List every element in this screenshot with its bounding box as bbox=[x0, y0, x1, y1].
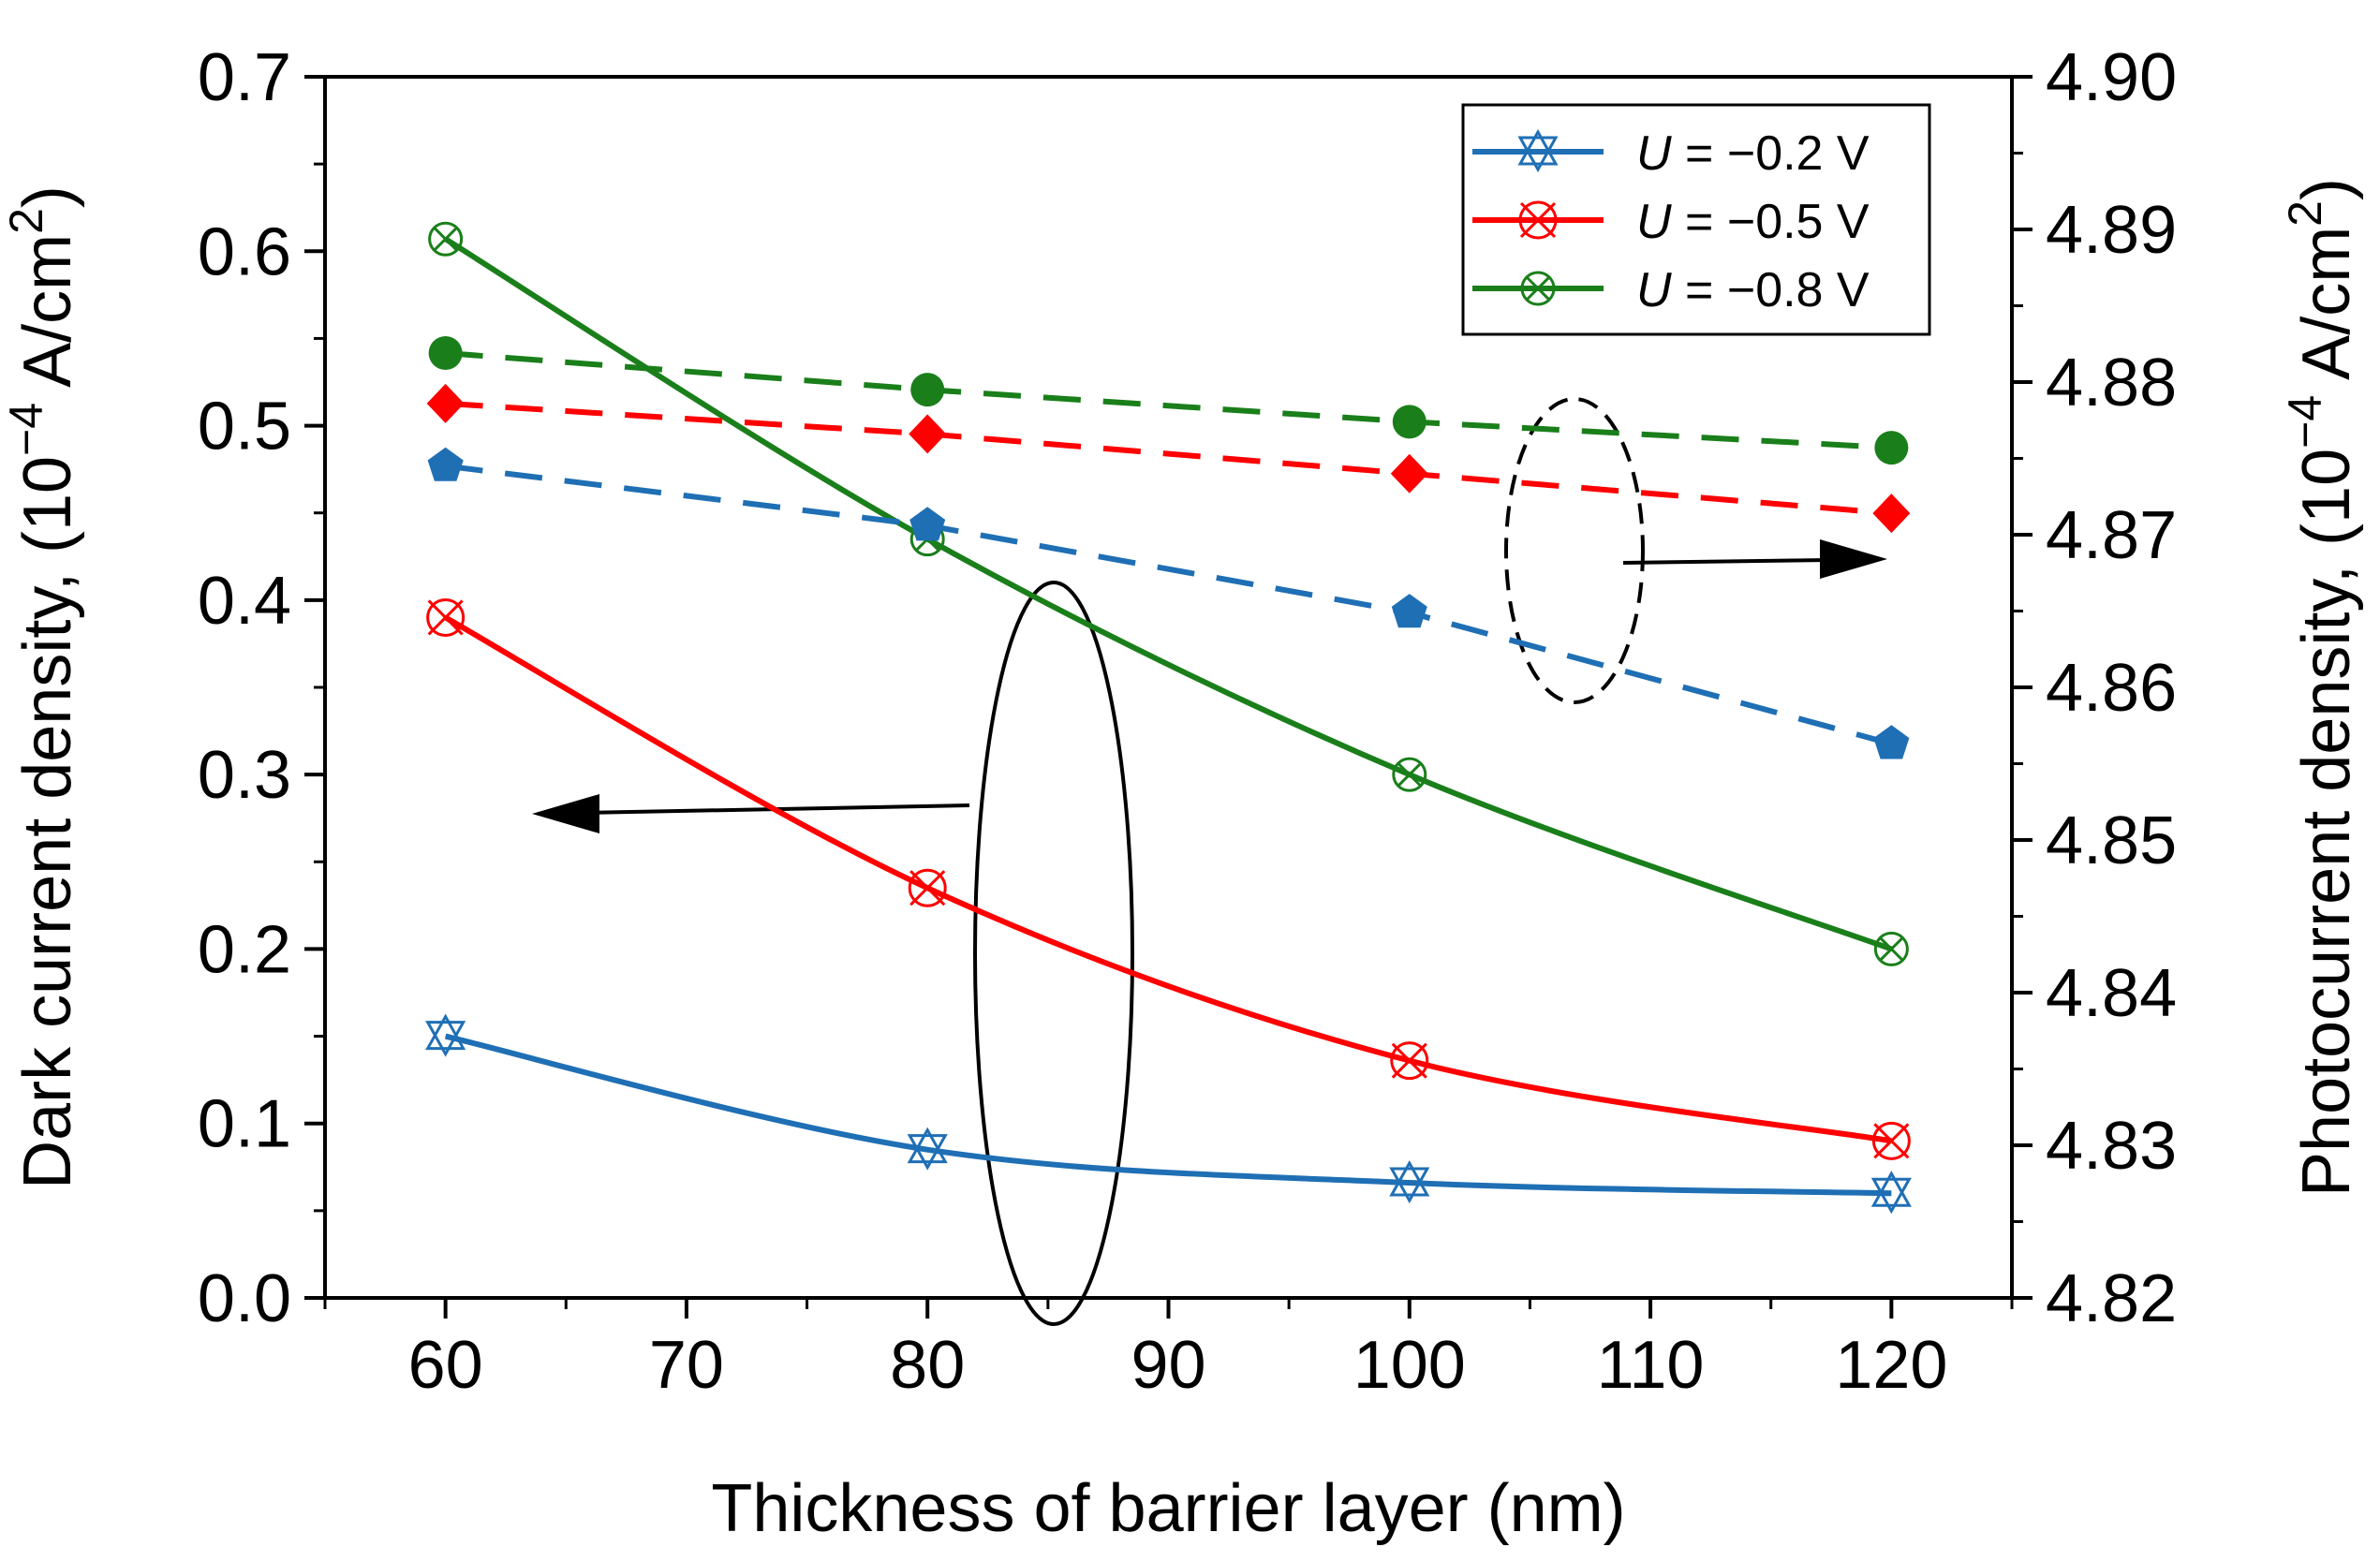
x-axis-title: Thickness of barrier layer (nm) bbox=[711, 1471, 1625, 1546]
data-point-dark-current-1f6fb5 bbox=[425, 1013, 466, 1057]
left-tick-label: 0.1 bbox=[198, 1087, 291, 1162]
annotations bbox=[532, 397, 1887, 1326]
x-tick-label: 70 bbox=[649, 1328, 724, 1403]
x-tick-label: 90 bbox=[1131, 1328, 1205, 1403]
x-tick-label: 120 bbox=[1835, 1328, 1947, 1403]
annotation-arrow-right-line bbox=[1622, 558, 1832, 565]
data-point-dark-current-ff0000 bbox=[426, 597, 466, 637]
data-point-photocurrent-1a7f1a bbox=[910, 373, 945, 407]
data-point-dark-current-1f6fb5 bbox=[1389, 1159, 1430, 1204]
x-tick-label: 80 bbox=[890, 1328, 965, 1403]
right-tick-label: 4.90 bbox=[2046, 40, 2177, 115]
data-point-dark-current-ff0000 bbox=[1390, 1041, 1429, 1081]
right-tick-label: 4.82 bbox=[2046, 1261, 2177, 1336]
right-tick-label: 4.84 bbox=[2046, 956, 2177, 1031]
legend: U = −0.2 V U = −0.5 V U = −0.8 V bbox=[1461, 103, 1931, 336]
right-tick-label: 4.87 bbox=[2046, 498, 2177, 573]
legend-marker bbox=[1517, 128, 1559, 173]
left-tick-label: 0.0 bbox=[198, 1261, 291, 1336]
legend-label: U = −0.5 V bbox=[1636, 195, 1870, 249]
annotation-arrow-right-head bbox=[1820, 539, 1887, 579]
data-point-dark-current-1a7f1a bbox=[1392, 757, 1427, 792]
right-tick-label: 4.89 bbox=[2046, 193, 2177, 268]
right-axis-title: Photocurrent density, (10−4 A/cm2) bbox=[2279, 178, 2364, 1197]
legend-marker bbox=[1520, 271, 1556, 306]
right-tick-label: 4.88 bbox=[2046, 346, 2177, 420]
x-tick-label: 100 bbox=[1353, 1328, 1466, 1403]
left-tick-label: 0.2 bbox=[198, 912, 291, 987]
series-line-photocurrent-ff0000 bbox=[445, 400, 1892, 517]
data-point-photocurrent-1f6fb5 bbox=[909, 507, 946, 541]
legend-label: U = −0.8 V bbox=[1636, 263, 1870, 317]
left-axis-title: Dark current density, (10−4 A/cm2) bbox=[0, 185, 85, 1189]
data-point-photocurrent-ff0000 bbox=[1872, 494, 1911, 534]
data-point-photocurrent-1f6fb5 bbox=[1391, 594, 1427, 628]
data-point-photocurrent-ff0000 bbox=[1390, 453, 1428, 494]
data-point-dark-current-1a7f1a bbox=[1873, 931, 1909, 966]
data-point-photocurrent-1a7f1a bbox=[1874, 431, 1909, 465]
annotation-arrow-left-head bbox=[532, 794, 599, 833]
left-tick-label: 0.6 bbox=[198, 214, 291, 289]
data-point-photocurrent-ff0000 bbox=[909, 414, 947, 454]
data-point-dark-current-1f6fb5 bbox=[907, 1127, 948, 1171]
right-tick-label: 4.85 bbox=[2046, 803, 2177, 878]
x-tick-label: 60 bbox=[408, 1328, 483, 1403]
series-line-photocurrent-1f6fb5 bbox=[445, 463, 1893, 747]
data-point-dark-current-ff0000 bbox=[1871, 1121, 1911, 1160]
data-point-dark-current-ff0000 bbox=[908, 868, 947, 907]
left-tick-label: 0.7 bbox=[198, 40, 291, 115]
axis-labels: 60 70 80 90 100 110 120 0.0 0.1 0.2 0.3 0.4 0.5 0.6 0.… bbox=[0, 40, 2364, 1546]
left-tick-label: 0.4 bbox=[198, 564, 291, 639]
plot-frame bbox=[304, 75, 2033, 1319]
left-tick-label: 0.3 bbox=[198, 738, 291, 813]
data-point-photocurrent-1f6fb5 bbox=[1873, 725, 1910, 759]
series-line-dark-current-1f6fb5 bbox=[444, 1033, 1892, 1197]
data-point-dark-current-1f6fb5 bbox=[1870, 1171, 1912, 1215]
data-point-photocurrent-1a7f1a bbox=[1392, 405, 1427, 439]
series-line-photocurrent-1a7f1a bbox=[445, 350, 1892, 451]
legend-marker bbox=[1518, 200, 1558, 240]
right-tick-label: 4.86 bbox=[2046, 651, 2177, 726]
left-tick-label: 0.5 bbox=[198, 390, 291, 464]
series-layer bbox=[425, 221, 1912, 1215]
data-point-photocurrent-1f6fb5 bbox=[427, 447, 464, 481]
annotation-ellipse-photo bbox=[1504, 397, 1645, 704]
x-tick-label: 110 bbox=[1597, 1328, 1705, 1403]
data-point-dark-current-1a7f1a bbox=[428, 221, 464, 257]
legend-label: U = −0.2 V bbox=[1636, 126, 1870, 181]
right-tick-label: 4.83 bbox=[2046, 1109, 2177, 1184]
data-point-photocurrent-1a7f1a bbox=[428, 336, 463, 371]
annotation-ellipse-dark bbox=[973, 581, 1134, 1326]
series-line-dark-current-ff0000 bbox=[444, 614, 1892, 1144]
data-point-photocurrent-ff0000 bbox=[426, 383, 465, 423]
series-line-dark-current-1a7f1a bbox=[444, 236, 1893, 952]
